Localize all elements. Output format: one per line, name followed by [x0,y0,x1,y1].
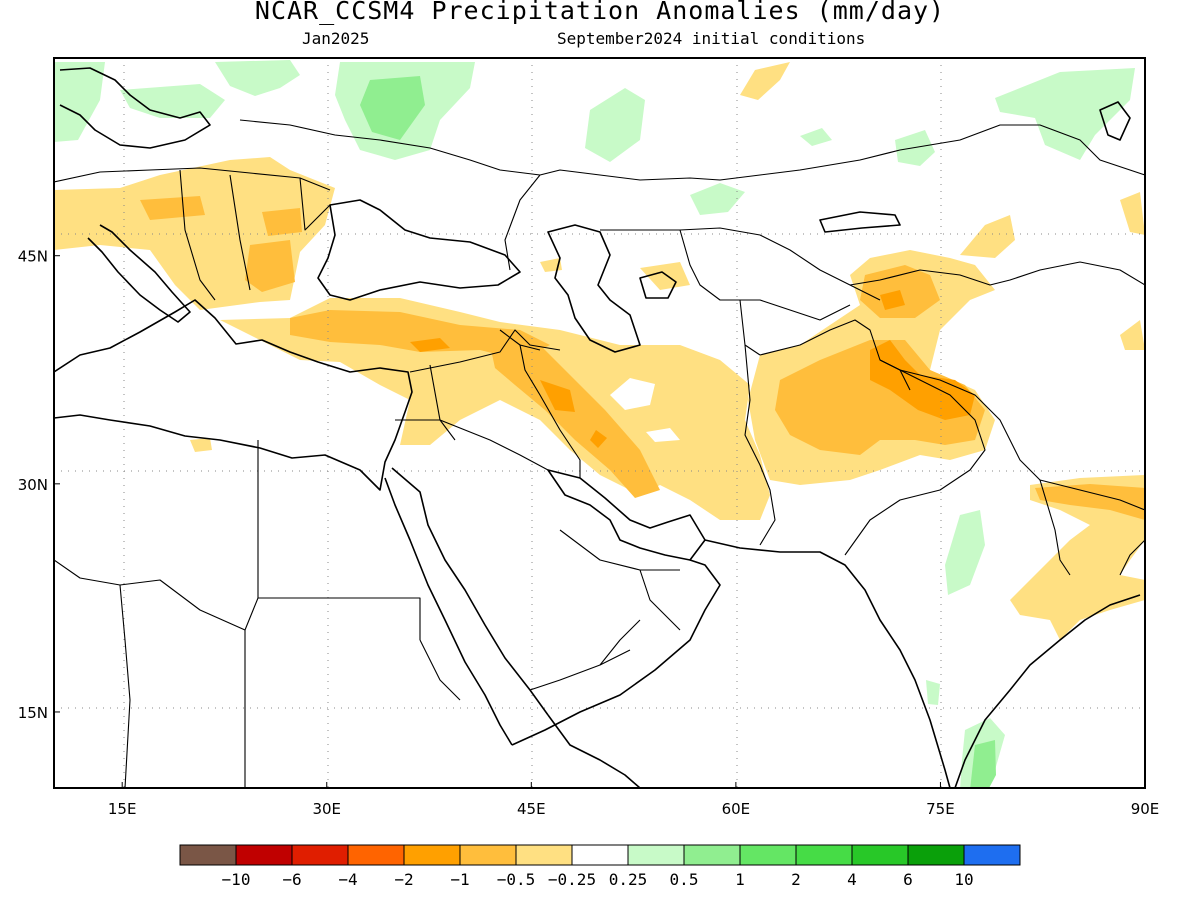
dry-anomaly-carpathians [262,208,302,236]
colorbar-swatch [291,844,349,866]
dry-anomaly-caspian-north [540,258,562,272]
wet-anomaly-baltic [120,84,225,118]
dry-anomaly-tianshan [960,215,1015,258]
wet-anomaly-scandinavia [54,62,105,142]
dry-anomaly-egypt-spot [190,438,212,452]
wet-anomaly-kazakhstan-small [800,128,832,146]
colorbar-label: 0.5 [670,870,699,889]
wet-anomaly-india-west [926,680,940,705]
gridlines [54,58,1145,788]
colorbar-label: −4 [338,870,357,889]
colorbar-swatch [571,844,629,866]
longitude-label: 90E [1131,800,1160,818]
colorbar-swatch [459,844,517,866]
dry-anomaly-mongolia-edge [1120,192,1145,235]
initial-conditions: September2024 initial conditions [557,29,866,48]
colorbar-swatch [907,844,965,866]
map-title: NCAR_CCSM4 Precipitation Anomalies (mm/d… [254,0,946,25]
colorbar-label: 4 [847,870,857,889]
aral-sea-coast [639,271,677,299]
colorbar-swatch [795,844,853,866]
colorbar-labels: −10 −6 −4 −2 −1 −0.5 −0.25 0.25 0.5 1 2 4 6 10 [222,870,974,889]
dry-anomaly-xinjiang [1120,320,1145,350]
wet-anomaly-urals [585,88,645,162]
map-frame [53,57,1146,789]
longitude-label: 15E [108,800,137,818]
caspian-sea-coast [547,224,641,353]
longitude-label: 60E [722,800,751,818]
colorbar-label: 0.25 [609,870,648,889]
dry-anomaly-zagros-core-south [590,430,607,448]
persian-gulf-coast [547,469,706,561]
colorbar-label: −10 [222,870,251,889]
italy-coast [87,224,191,323]
colorbar-label: −2 [394,870,413,889]
dry-anomaly-afghanistan-core [775,340,985,455]
dry-gap-iran [610,378,655,410]
wet-anomaly-russia-central-core [360,76,425,140]
colorbar [179,844,1021,866]
colorbar-swatch [403,844,461,866]
dry-anomaly-caspian-east [640,262,690,290]
dry-anomaly-zagros-core [540,380,575,412]
colorbar-swatch [347,844,405,866]
coastlines [54,67,1141,788]
latitude-label: 30N [18,476,48,494]
red-sea-coast [384,467,549,746]
colorbar-swatch [683,844,741,866]
mediterranean-coast [54,299,413,491]
colorbar-swatch [179,844,237,866]
colorbar-swatch [851,844,909,866]
forecast-month: Jan2025 [302,29,370,48]
wet-anomaly-kazakhstan [690,183,745,215]
dry-anomaly-pakistan-core [870,340,975,420]
longitude-label: 45E [517,800,546,818]
dry-anomaly-hungary [140,196,205,220]
dry-anomaly-himalaya-core [1035,484,1145,520]
country-borders [54,119,1145,788]
dry-anomaly-russia-north [740,62,790,100]
colorbar-label: 6 [903,870,913,889]
longitude-label: 30E [312,800,341,818]
wet-anomaly-russia-west [215,60,300,96]
colorbar-label: −0.25 [548,870,596,889]
baltic-coast [59,67,211,149]
arabia-coast [511,559,721,746]
dry-gap-iraq [646,428,680,442]
south-asia-coast [704,539,1141,788]
wet-anomaly-india-central [945,510,985,595]
colorbar-label: 2 [791,870,801,889]
dry-anomaly-turkey-spot [410,338,450,352]
longitude-labels: 15E 30E 45E 60E 75E 90E [108,782,1159,818]
wet-anomaly-siberia [995,68,1135,160]
colorbar-label: 1 [735,870,745,889]
horn-of-africa-coast [547,714,641,788]
colorbar-swatch [515,844,573,866]
latitude-label: 15N [18,704,48,722]
colorbar-label: −1 [450,870,469,889]
colorbar-label: 10 [954,870,973,889]
colorbar-swatch [739,844,797,866]
dry-anomaly-turkey-core [290,310,550,360]
latitude-labels: 45N 30N 15N [18,248,60,722]
anomaly-fields [54,60,1145,788]
balkhash-coast [819,211,901,233]
colorbar-swatch [235,844,293,866]
colorbar-label: −0.5 [497,870,536,889]
dry-anomaly-himalaya [1010,475,1145,640]
wet-anomaly-india-south-core [970,740,996,788]
dry-anomaly-kyrgyz-spot [880,290,905,310]
colorbar-swatch [627,844,685,866]
latitude-label: 45N [18,248,48,266]
dry-anomaly-balkans-core [245,240,295,292]
black-sea-coast [317,199,521,301]
longitude-label: 75E [926,800,955,818]
colorbar-label: −6 [282,870,301,889]
colorbar-swatch [963,844,1021,866]
baikal-coast [1099,101,1131,141]
